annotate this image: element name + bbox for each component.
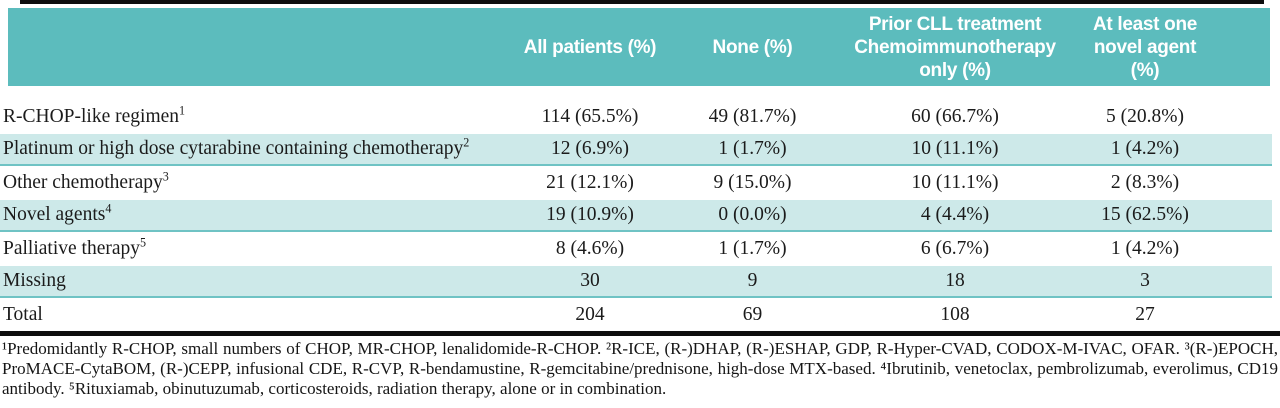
cell-none: 1 (1.7%)	[718, 138, 787, 159]
table-row-total: Total 204 69 108 27	[0, 298, 1272, 331]
table-row-novel-agents: Novel agents4 19 (10.9%) 0 (0.0%) 4 (4.4…	[0, 199, 1272, 232]
footnote-marker: 1	[179, 103, 186, 117]
cell-chemoimmunotherapy-only: 6 (6.7%)	[920, 237, 990, 259]
cell-all-patients: 30	[580, 270, 600, 291]
row-label-text: Missing	[3, 270, 66, 291]
row-label: Total	[0, 304, 505, 326]
cell-all-patients: 204	[575, 303, 605, 325]
table-row-missing: Missing 30 9 18 3	[0, 265, 1272, 298]
table-row-rchop: R-CHOP-like regimen1 114 (65.5%) 49 (81.…	[0, 100, 1272, 133]
cell-chemoimmunotherapy-only: 60 (66.7%)	[911, 105, 999, 127]
cell-novel-agent: 15 (62.5%)	[1101, 204, 1189, 225]
cell-none: 1 (1.7%)	[718, 237, 787, 259]
table-row-platinum: Platinum or high dose cytarabine contain…	[0, 133, 1272, 166]
footnote-marker: 2	[463, 135, 470, 150]
header-all-patients-label: All patients (%)	[523, 36, 657, 58]
top-rule	[20, 0, 1264, 4]
footnote-marker: 3	[162, 169, 169, 183]
row-label-text: Novel agents	[3, 204, 106, 225]
cell-novel-agent: 1 (4.2%)	[1110, 138, 1180, 159]
cell-all-patients: 8 (4.6%)	[555, 237, 625, 259]
cell-all-patients: 114 (65.5%)	[541, 105, 639, 127]
header-chemoimmunotherapy-only: Prior CLL treatment Chemoimmunotherapy o…	[830, 13, 1080, 82]
cell-none: 9 (15.0%)	[713, 171, 792, 193]
table-body: R-CHOP-like regimen1 114 (65.5%) 49 (81.…	[0, 100, 1272, 331]
header-chemoimmunotherapy-label: Chemoimmunotherapy	[854, 36, 1056, 58]
row-label-text: Other chemotherapy	[3, 171, 163, 193]
row-label: Other chemotherapy3	[0, 169, 505, 194]
header-at-least-one-label: At least one	[1092, 13, 1198, 35]
cell-chemoimmunotherapy-only: 108	[940, 303, 970, 325]
header-prior-cll-treatment-label: Prior CLL treatment	[868, 13, 1042, 35]
header-all-patients: All patients (%)	[505, 36, 675, 59]
row-label-text: Palliative therapy	[3, 237, 140, 259]
table-header-row: All patients (%) None (%) Prior CLL trea…	[8, 8, 1270, 86]
row-label: Palliative therapy5	[0, 235, 505, 260]
row-label: Novel agents4	[0, 201, 505, 226]
header-none-label: None (%)	[712, 36, 793, 58]
row-label: Platinum or high dose cytarabine contain…	[0, 135, 505, 160]
row-label-text: R-CHOP-like regimen	[3, 105, 180, 127]
header-only-label: only (%)	[919, 59, 991, 81]
cell-chemoimmunotherapy-only: 10 (11.1%)	[911, 171, 999, 193]
cell-novel-agent: 5 (20.8%)	[1106, 105, 1184, 127]
footnotes: ¹Predomidantly R-CHOP, small numbers of …	[2, 339, 1278, 398]
cell-none: 49 (81.7%)	[708, 105, 797, 127]
cell-novel-agent: 2 (8.3%)	[1110, 171, 1180, 193]
cell-all-patients: 19 (10.9%)	[546, 204, 634, 225]
cell-novel-agent: 3	[1140, 270, 1150, 291]
cell-chemoimmunotherapy-only: 18	[945, 270, 965, 291]
cell-chemoimmunotherapy-only: 4 (4.4%)	[920, 204, 990, 225]
cell-none: 9	[747, 270, 758, 291]
cell-chemoimmunotherapy-only: 10 (11.1%)	[911, 138, 999, 159]
row-label-text: Total	[3, 303, 43, 325]
table-row-other-chemotherapy: Other chemotherapy3 21 (12.1%) 9 (15.0%)…	[0, 166, 1272, 199]
row-label: R-CHOP-like regimen1	[0, 103, 505, 128]
cell-novel-agent: 27	[1135, 303, 1155, 325]
header-novel-agent: At least one novel agent (%)	[1080, 13, 1210, 82]
cell-none: 69	[742, 303, 763, 325]
footnote-marker: 4	[105, 201, 112, 216]
table-row-palliative: Palliative therapy5 8 (4.6%) 1 (1.7%) 6 …	[0, 232, 1272, 265]
footnote-marker: 5	[140, 235, 147, 249]
cell-all-patients: 21 (12.1%)	[546, 171, 634, 193]
bottom-rule	[0, 331, 1280, 336]
cell-none: 0 (0.0%)	[718, 204, 787, 225]
row-label: Missing	[0, 270, 505, 292]
cell-novel-agent: 1 (4.2%)	[1110, 237, 1180, 259]
header-novel-agent-label: novel agent (%)	[1093, 36, 1197, 81]
cell-all-patients: 12 (6.9%)	[551, 138, 629, 159]
row-label-text: Platinum or high dose cytarabine contain…	[3, 138, 464, 159]
header-none: None (%)	[675, 36, 830, 59]
